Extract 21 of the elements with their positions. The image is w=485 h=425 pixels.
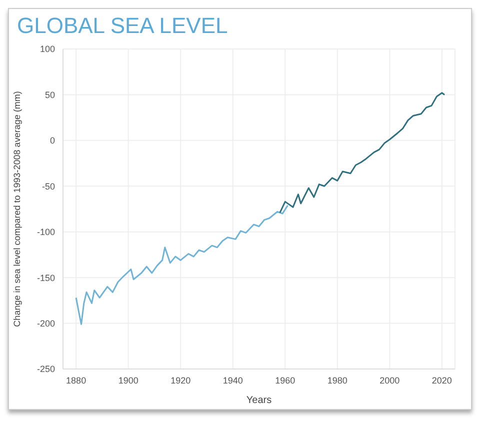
y-tick-label: -200 [36, 318, 55, 328]
x-tick-label: 1980 [327, 375, 348, 386]
x-tick-label: 2020 [432, 375, 452, 386]
y-tick-label: 100 [40, 44, 55, 54]
chart-title: GLOBAL SEA LEVEL [16, 12, 229, 40]
x-tick-label: 1920 [170, 375, 191, 386]
y-tick-label: -100 [36, 227, 55, 238]
x-axis-title: Years [246, 395, 272, 406]
y-tick-label: 50 [44, 90, 55, 100]
x-tick-label: 1880 [66, 375, 86, 386]
x-tick-label: 2000 [380, 375, 400, 386]
line-series [75, 204, 288, 325]
y-axis-title: Change in sea level compared to 1993-2008 average (mm) [12, 91, 22, 327]
y-tick-label: -50 [42, 181, 55, 192]
x-tick-label: 1900 [118, 375, 138, 386]
y-tick-label: -250 [36, 364, 55, 374]
y-tick-label: -150 [36, 272, 55, 283]
line-series [279, 92, 446, 214]
x-tick-label: 1960 [275, 375, 296, 386]
x-tick-label: 1940 [222, 375, 243, 386]
y-tick-label: 0 [50, 136, 55, 146]
